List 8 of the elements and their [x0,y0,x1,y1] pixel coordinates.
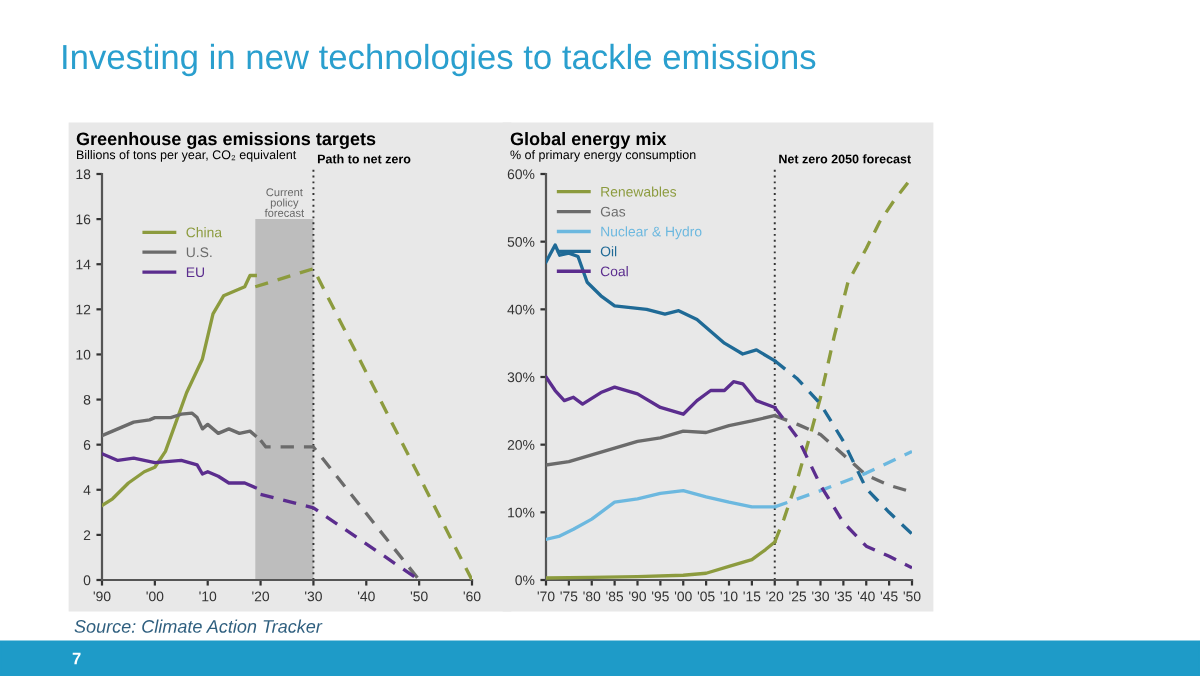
text: Investing in new technologies to tackle emissions [63,43,816,77]
line-series [102,273,257,508]
chart-title: Greenhouse gas emissions targets [76,132,376,149]
source-note: Source: Climate Action Tracker [74,619,323,633]
line-series [102,411,257,438]
text: 7 [72,652,81,665]
chart-title: Global energy mix [510,132,667,149]
line-series [102,452,257,490]
